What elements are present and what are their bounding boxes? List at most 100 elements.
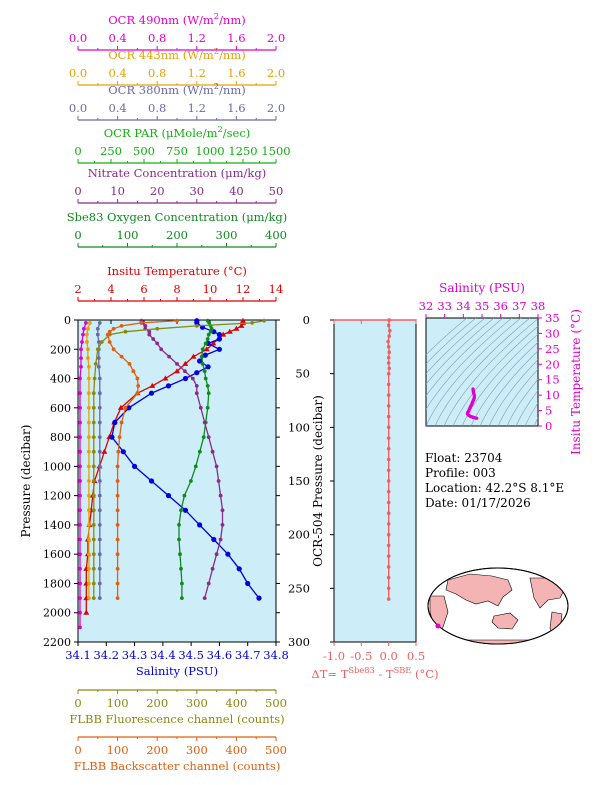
point-ocr443: [87, 420, 91, 425]
delta-point: [386, 532, 391, 537]
point-salinity: [205, 364, 211, 370]
tick-label-ocr443: 0.0: [69, 66, 87, 80]
point-oxygen: [179, 508, 183, 513]
tick-label-par: 250: [100, 144, 122, 158]
tick-label-oxygen: 0: [74, 228, 81, 242]
tick-label-ocr443: 0.8: [148, 66, 166, 80]
point-ocr443: [87, 493, 91, 498]
main-plot-area: [77, 319, 277, 643]
delta-point: [386, 345, 391, 349]
point-backscatter: [115, 479, 120, 483]
point-nitrate: [175, 362, 179, 366]
tick-label-par: 500: [133, 144, 155, 158]
point-backscatter: [127, 362, 132, 366]
point-ocr380: [97, 321, 102, 325]
ts-x-tick-label: 32: [419, 299, 434, 313]
tick-label-oxygen: 400: [265, 228, 287, 242]
point-ocr490: [79, 347, 83, 352]
delta-point: [386, 436, 391, 440]
point-ocr443: [87, 391, 91, 396]
tick-label-backscatter: 100: [107, 743, 129, 757]
tick-label-nitrate: 0: [74, 184, 81, 198]
ts-point: [471, 400, 475, 404]
point-fluorescence: [91, 508, 96, 513]
point-ocr490: [78, 479, 82, 483]
point-salinity: [132, 463, 138, 469]
point-fluorescence: [95, 347, 100, 352]
point-nitrate: [151, 337, 156, 341]
point-ocr380: [97, 508, 102, 513]
point-fluorescence: [91, 479, 96, 483]
point-nitrate: [210, 449, 215, 454]
tick-label-backscatter: 0: [74, 743, 81, 757]
point-fluorescence: [91, 581, 96, 586]
point-ocr380: [97, 581, 102, 586]
point-nitrate: [206, 581, 211, 586]
point-nitrate: [202, 596, 207, 600]
point-fluorescence: [91, 523, 96, 527]
density-isoline: [524, 402, 538, 426]
point-ocr490: [78, 581, 82, 586]
point-nitrate: [147, 329, 152, 334]
delta-point: [386, 586, 391, 591]
density-isoline: [426, 318, 495, 385]
point-oxygen: [177, 537, 181, 542]
ts-x-tick-label: 36: [493, 299, 508, 313]
delta-point: [386, 382, 391, 387]
point-ocr443: [85, 340, 89, 344]
point-oxygen: [189, 479, 193, 483]
point-ocr443: [85, 332, 89, 337]
point-salinity: [194, 370, 200, 376]
tick-label-par: 1500: [261, 144, 290, 158]
point-backscatter: [111, 326, 116, 331]
point-backscatter: [115, 493, 120, 498]
point-nitrate: [190, 376, 195, 381]
delta-point: [387, 334, 392, 338]
axis-title-oxygen: Sbe83 Oxygen Concentration (μm/kg): [67, 210, 288, 224]
delta-y-tick-label: 0: [303, 313, 310, 327]
tick-label-salinity: 34.8: [263, 648, 289, 662]
land-south-america: [549, 611, 563, 641]
ts-y-tick-label: 20: [545, 357, 560, 371]
density-isoline: [479, 350, 538, 426]
point-ocr443: [87, 479, 91, 483]
point-ocr490: [84, 321, 88, 325]
bottom-axes-stack: 34.1 34.2 34.3 34.4 34.5 34.6 34.7 34.8 Salinity…: [65, 642, 289, 773]
point-fluorescence: [155, 326, 160, 331]
delta-point: [386, 361, 391, 365]
point-fluorescence: [91, 391, 96, 396]
delta-x-tick-label: -1.0: [323, 649, 345, 663]
point-ocr380: [97, 449, 102, 454]
point-ocr490: [79, 364, 83, 369]
density-isolines: [426, 318, 538, 426]
point-oxygen: [180, 596, 184, 600]
point-ocr490: [78, 449, 82, 454]
y-tick-label: 2000: [43, 607, 71, 620]
y-tick-label: 800: [50, 431, 71, 444]
ts-y-tick-label: 30: [545, 326, 560, 340]
tick-label-par: 1250: [228, 144, 257, 158]
point-backscatter: [115, 596, 120, 600]
point-backscatter: [115, 581, 120, 586]
point-ocr443: [87, 552, 91, 557]
point-oxygen: [209, 326, 214, 331]
point-nitrate: [155, 341, 160, 346]
point-fluorescence: [262, 318, 266, 323]
delta-point: [386, 575, 391, 580]
delta-point: [386, 414, 391, 419]
point-nitrate: [183, 369, 187, 374]
point-fluorescence: [91, 464, 96, 469]
point-oxygen: [203, 376, 208, 381]
point-backscatter: [115, 537, 120, 542]
tick-label-fluorescence: 200: [146, 696, 168, 710]
point-nitrate: [147, 332, 152, 337]
point-backscatter: [119, 420, 124, 425]
point-ocr380: [97, 391, 102, 396]
tick-label-nitrate: 30: [189, 184, 204, 198]
delta-point: [386, 565, 391, 569]
point-ocr380: [97, 479, 102, 483]
delta-t-panel: 0 50 100 150 200 250 300 OCR-504 Pressure (deci…: [288, 313, 439, 681]
point-fluorescence: [93, 362, 98, 366]
point-fluorescence: [91, 420, 96, 425]
point-temperature: [149, 382, 156, 388]
